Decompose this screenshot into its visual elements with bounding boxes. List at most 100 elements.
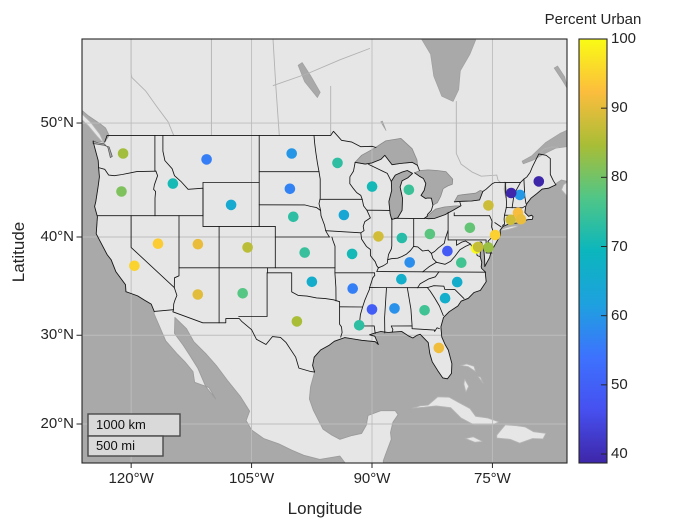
map-canvas[interactable] xyxy=(78,34,569,468)
state-dot-CT[interactable] xyxy=(505,214,516,226)
us-state-border xyxy=(238,272,268,317)
us-state-border xyxy=(360,209,371,234)
state-dot-IL[interactable] xyxy=(373,231,384,242)
state-dot-ID[interactable] xyxy=(167,178,179,189)
state-dot-NJ[interactable] xyxy=(489,229,501,241)
us-state-border xyxy=(153,170,159,217)
us-state-border xyxy=(162,134,204,217)
state-dot-SD[interactable] xyxy=(284,183,296,195)
st-lawrence-estuary xyxy=(521,129,567,165)
state-dot-MS[interactable] xyxy=(366,304,378,315)
state-dot-AR[interactable] xyxy=(347,283,359,294)
state-dot-VT[interactable] xyxy=(505,187,517,199)
state-dot-CA[interactable] xyxy=(129,260,140,272)
colorbar-tick-label: 50 xyxy=(611,375,628,393)
state-dot-WY[interactable] xyxy=(225,199,237,211)
state-dot-RI[interactable] xyxy=(515,213,527,225)
us-state-border xyxy=(92,140,155,312)
y-tick-label: 30°N xyxy=(40,326,74,344)
us-state-border xyxy=(98,167,157,177)
us-state-border xyxy=(456,240,472,246)
us-state-border xyxy=(354,154,418,166)
state-dot-LA[interactable] xyxy=(353,320,365,331)
state-dot-WV[interactable] xyxy=(442,245,453,257)
x-axis-label: Longitude xyxy=(287,499,363,518)
state-dot-DE[interactable] xyxy=(483,242,494,253)
state-dot-FL[interactable] xyxy=(433,342,445,354)
state-dot-OH[interactable] xyxy=(424,228,436,240)
colorbar-ticks xyxy=(601,38,607,455)
us-state-border xyxy=(361,198,368,211)
us-state-border xyxy=(504,181,507,209)
x-tick-label: 120°W xyxy=(108,470,154,487)
state-dot-NM[interactable] xyxy=(237,288,248,299)
us-state-border xyxy=(339,301,343,338)
us-state-border xyxy=(384,287,387,334)
x-tick-label: 75°W xyxy=(474,470,511,487)
us-state-border xyxy=(325,230,362,234)
x-tick-label: 90°W xyxy=(353,470,391,487)
scale-bar xyxy=(87,413,181,457)
state-dot-NE[interactable] xyxy=(288,211,299,223)
state-dot-AL[interactable] xyxy=(389,303,400,314)
us-state-border xyxy=(430,252,437,263)
us-state-border xyxy=(387,217,393,261)
colorbar-tick-label: 40 xyxy=(611,445,628,462)
vancouver-island xyxy=(82,113,105,145)
bahamas xyxy=(477,376,484,384)
us-state-border xyxy=(426,287,444,317)
long-island xyxy=(501,225,519,232)
us-state-border xyxy=(424,205,462,220)
state-dot-ME[interactable] xyxy=(533,176,545,187)
state-dot-IN[interactable] xyxy=(396,232,408,244)
us-state-border xyxy=(459,201,462,207)
state-dot-AZ[interactable] xyxy=(192,289,204,300)
state-dot-GA[interactable] xyxy=(419,305,430,316)
state-dot-MI[interactable] xyxy=(403,184,415,196)
state-dot-KY[interactable] xyxy=(404,257,416,268)
state-dot-MT[interactable] xyxy=(201,154,212,165)
state-dot-WI[interactable] xyxy=(366,181,378,192)
scalebar-mi-box xyxy=(87,435,164,457)
state-dot-MD[interactable] xyxy=(472,241,484,253)
us-state-border xyxy=(325,230,330,238)
state-dot-VA[interactable] xyxy=(456,257,467,269)
colorbar-tick-label: 100 xyxy=(611,30,637,47)
state-dot-NH[interactable] xyxy=(514,189,526,201)
cuba xyxy=(412,396,500,426)
us-state-border xyxy=(430,229,449,254)
us-state-border xyxy=(318,171,322,211)
us-state-border xyxy=(482,153,557,192)
state-dot-TN[interactable] xyxy=(396,273,407,285)
state-dot-KS[interactable] xyxy=(299,247,311,258)
us-state-border xyxy=(413,245,432,254)
state-dot-NC[interactable] xyxy=(451,276,463,288)
us-state-border xyxy=(502,207,507,227)
state-dot-IA[interactable] xyxy=(338,209,350,221)
state-dot-NV[interactable] xyxy=(152,238,164,249)
us-state-border xyxy=(376,267,379,272)
state-dot-NY[interactable] xyxy=(483,200,494,211)
axis-tick-marks xyxy=(76,122,493,468)
state-dot-TX[interactable] xyxy=(291,316,303,327)
state-dot-OK[interactable] xyxy=(306,276,318,288)
state-dot-CO[interactable] xyxy=(242,242,253,253)
state-dot-SC[interactable] xyxy=(439,292,451,304)
colorbar-tick-label: 90 xyxy=(611,99,628,117)
colorbar-title: Percent Urban xyxy=(544,11,642,28)
graticule xyxy=(82,39,567,463)
state-dot-ND[interactable] xyxy=(286,148,298,159)
canada-border xyxy=(272,48,371,87)
state-dot-UT[interactable] xyxy=(192,238,204,250)
state-dot-MO[interactable] xyxy=(346,248,358,260)
hudson-james-bay xyxy=(421,39,477,102)
state-dot-MN[interactable] xyxy=(332,157,343,169)
state-dot-OR[interactable] xyxy=(116,186,127,197)
state-dot-WA[interactable] xyxy=(117,148,129,159)
y-axis-label: Latitude xyxy=(9,221,28,283)
state-dot-PA[interactable] xyxy=(464,222,476,234)
hispaniola xyxy=(496,424,547,444)
y-tick-label: 50°N xyxy=(40,114,74,132)
